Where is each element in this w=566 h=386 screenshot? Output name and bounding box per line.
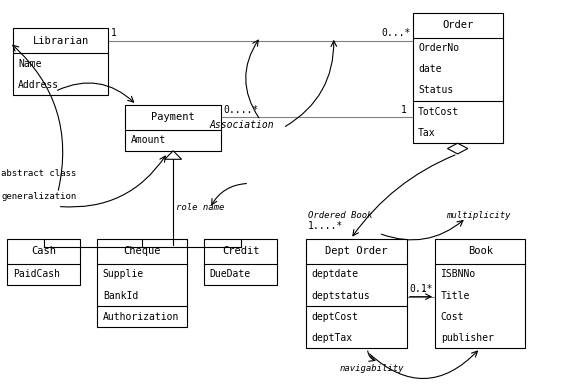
Text: 0...*: 0...* [381,28,411,38]
Text: navigability: navigability [340,364,404,373]
Text: DueDate: DueDate [210,269,251,279]
Bar [413,13,503,143]
Text: Ordered Book: Ordered Book [308,211,373,220]
Text: Cost: Cost [441,312,464,322]
Text: publisher: publisher [441,333,494,343]
Text: 1....*: 1....* [308,222,344,231]
Text: Association: Association [210,120,275,130]
Text: deptCost: deptCost [311,312,358,322]
Text: Address: Address [18,80,59,90]
Text: BankId: BankId [103,291,138,301]
Bar [435,239,525,348]
Text: deptstatus: deptstatus [311,291,370,301]
Text: ISBNNo: ISBNNo [441,269,476,279]
Bar [125,105,221,151]
Text: TotCost: TotCost [418,107,459,117]
Text: generalization: generalization [1,192,76,201]
Text: Cash: Cash [31,246,56,256]
Bar [97,239,187,327]
Text: multiplicity: multiplicity [447,211,511,220]
Text: Dept Order: Dept Order [325,246,388,256]
Text: Authorization: Authorization [103,312,179,322]
Text: abstract class: abstract class [1,169,76,178]
Bar [7,239,80,285]
Text: deptdate: deptdate [311,269,358,279]
Text: Title: Title [441,291,470,301]
Text: Status: Status [418,85,453,95]
Text: 1: 1 [401,105,407,115]
Text: Credit: Credit [222,246,259,256]
Text: Supplie: Supplie [103,269,144,279]
Text: Book: Book [468,246,492,256]
Text: 0..*: 0..* [410,284,433,294]
Bar [12,28,109,95]
Text: 1: 1 [111,28,117,38]
Text: 0....*: 0....* [224,105,259,115]
Text: Payment: Payment [151,112,195,122]
Text: Name: Name [18,59,42,69]
Text: OrderNo: OrderNo [418,43,459,53]
Text: Order: Order [442,20,473,30]
Bar [306,239,407,348]
Text: deptTax: deptTax [311,333,352,343]
Text: Tax: Tax [418,128,436,138]
Bar [204,239,277,285]
Text: role name: role name [176,203,224,212]
Text: PaidCash: PaidCash [12,269,59,279]
Text: Cheque: Cheque [123,246,161,256]
Text: date: date [418,64,441,74]
Text: Librarian: Librarian [32,36,89,46]
Text: Amount: Amount [131,135,166,145]
Polygon shape [165,151,182,159]
Text: 1: 1 [421,284,427,294]
